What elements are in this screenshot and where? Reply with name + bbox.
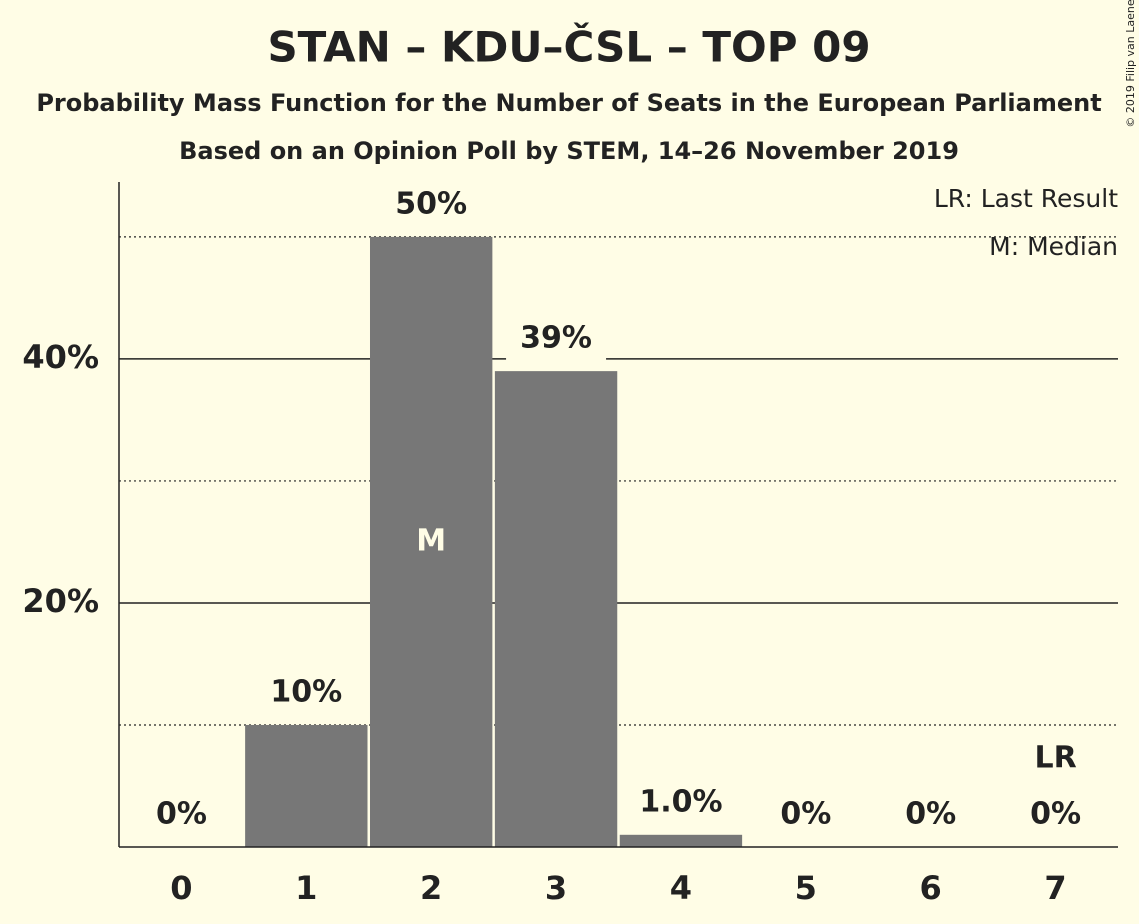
x-tick-label: 6 [920,869,942,907]
value-label-background [1005,793,1106,837]
x-tick-label: 1 [295,869,317,907]
value-label-background [630,780,731,825]
value-label-background [381,182,482,227]
value-label: 39% [520,321,592,356]
copyright: © 2019 Filip van Laenen [1124,0,1137,128]
x-tick-label: 3 [545,869,567,907]
bar [369,236,493,847]
y-tick-label: 20% [22,582,99,620]
x-tick-label: 2 [420,869,442,907]
value-label: 10% [270,674,342,709]
y-tick-label: 40% [22,338,99,376]
value-label: 0% [780,797,831,832]
bar [619,834,743,847]
x-tick-label: 4 [670,869,692,907]
x-tick-label: 5 [795,869,817,907]
chart-title: STAN – KDU–ČSL – TOP 09 [267,22,870,72]
value-label-background [131,793,232,837]
x-tick-label: 7 [1044,869,1066,907]
value-label-background [755,793,856,837]
legend-entry: LR: Last Result [934,184,1118,213]
median-marker: M [416,523,446,558]
value-label: 0% [156,797,207,832]
last-result-marker: LR [1034,741,1076,776]
value-label: 0% [1030,797,1081,832]
value-label-background [256,670,357,715]
x-tick-label: 0 [170,869,192,907]
chart-subtitle: Probability Mass Function for the Number… [36,89,1101,117]
value-label: 0% [905,797,956,832]
value-label-background [880,793,981,837]
chart-subtitle: Based on an Opinion Poll by STEM, 14–26 … [179,137,959,165]
bar [245,724,368,847]
value-label-background [506,317,607,362]
bar [494,371,618,847]
value-label: 1.0% [639,784,722,819]
value-label: 50% [395,186,467,221]
legend-entry: M: Median [989,232,1118,261]
